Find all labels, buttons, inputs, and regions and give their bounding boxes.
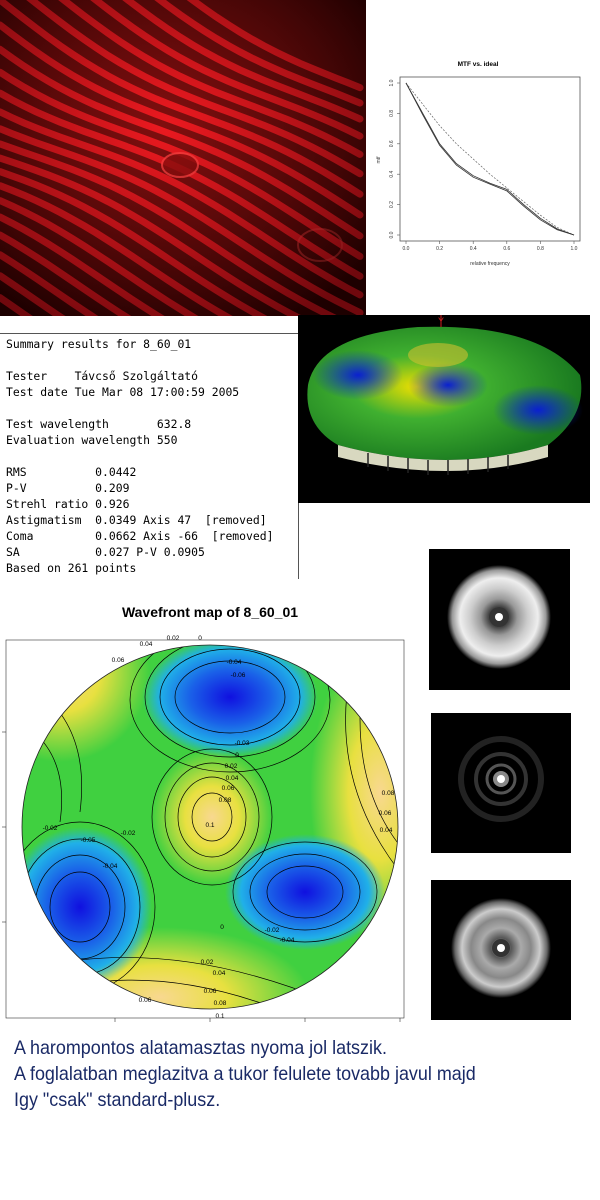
mtf-measured-line: [405, 82, 575, 236]
summary-line: [6, 448, 298, 464]
star-test-image-1: [429, 549, 570, 690]
contour-label: -0.06: [231, 672, 246, 679]
mtf-ideal-line: [405, 82, 575, 236]
mtf-xlabel: relative frequency: [470, 261, 510, 267]
contour-label: 0.06: [379, 810, 392, 817]
mtf-ylabel: mtf: [376, 156, 382, 164]
surface-3d-view: Y: [298, 315, 590, 503]
summary-line: Evaluation wavelength 550: [6, 433, 178, 447]
summary-line: Tester Távcső Szolgáltató: [6, 369, 199, 383]
summary-line: Test wavelength 632.8: [6, 417, 192, 431]
mtf-ytick-label: 0.4: [389, 171, 395, 178]
contour-label: 0.08: [214, 1000, 227, 1007]
summary-line: Based on 261 points: [6, 561, 137, 575]
summary-line: Astigmatism 0.0349 Axis 47 [removed]: [6, 513, 267, 527]
mtf-xtick-label: 0.8: [537, 246, 544, 252]
mtf-chart-panel: MTF vs. ideal 0.0 0.2 0.4 0.6 0.8 1.0 0.0 0.2 0…: [366, 0, 600, 316]
contour-label: 0: [220, 924, 224, 931]
contour-label: -0.04: [103, 863, 118, 870]
summary-line: [6, 352, 298, 368]
contour-label: 0.08: [382, 790, 395, 797]
summary-line: Strehl ratio 0.926: [6, 497, 130, 511]
mtf-frame: [399, 76, 581, 242]
contour-label: 0.06: [139, 997, 152, 1004]
mtf-xtick-label: 1.0: [571, 246, 578, 252]
mtf-xtick-label: 0.0: [403, 246, 410, 252]
mtf-ytick-label: 0.0: [389, 231, 395, 238]
contour-label: 0.04: [380, 827, 393, 834]
caption-text: A harompontos alatamasztas nyoma jol lat…: [14, 1035, 553, 1113]
contour-label: -0.04: [280, 937, 295, 944]
contour-label: 0.02: [167, 635, 180, 642]
wavefront-map: 0.06 0.04 0.02 0 -0.04 -0.06 -0.03 0 0.02 0.04 0.0…: [0, 632, 410, 1027]
interferogram-fringes: [0, 0, 366, 316]
surface-3d-image: Y: [298, 315, 590, 503]
diffraction-airy-focus: [458, 736, 544, 822]
summary-results: Summary results for 8_60_01 Tester Távcső…: [0, 333, 299, 579]
summary-line: RMS 0.0442: [6, 465, 137, 479]
summary-line: [6, 400, 298, 416]
wavefront-title: Wavefront map of 8_60_01: [121, 604, 299, 620]
mtf-measured-line: [405, 82, 575, 236]
mtf-ytick-label: 0.6: [389, 140, 395, 147]
surface-axis-label: Y: [438, 316, 444, 326]
interferogram-image: [0, 0, 366, 316]
contour-label: 0.02: [225, 763, 238, 770]
mtf-xtick-label: 0.6: [503, 246, 510, 252]
contour-label: 0.04: [140, 641, 153, 648]
contour-label: 0.04: [226, 775, 239, 782]
summary-line: Coma 0.0662 Axis -66 [removed]: [6, 529, 274, 543]
summary-line: Summary results for 8_60_01: [6, 337, 192, 351]
diffraction-rings-extrafocal: [451, 898, 551, 998]
contour-label: 0.06: [112, 657, 125, 664]
contour-label: 0.06: [204, 988, 217, 995]
summary-line: P-V 0.209: [6, 481, 130, 495]
contour-label: 0.04: [213, 970, 226, 977]
caption-line-1: A harompontos alatamasztas nyoma jol lat…: [14, 1037, 387, 1059]
contour-label: 0: [235, 752, 239, 759]
contour-label: 0.1: [215, 1013, 224, 1020]
diffraction-rings-intrafocal: [447, 565, 551, 669]
mtf-xtick-label: 0.4: [470, 246, 477, 252]
contour-label: -0.02: [43, 825, 58, 832]
mtf-ytick-label: 0.2: [389, 201, 395, 208]
summary-line: Test date Tue Mar 08 17:00:59 2005: [6, 385, 240, 399]
summary-text: Summary results for 8_60_01 Tester Távcső…: [0, 334, 298, 576]
wavefront-contour-plot: 0.06 0.04 0.02 0 -0.04 -0.06 -0.03 0 0.02 0.04 0.0…: [2, 635, 405, 1022]
mtf-ytick-label: 1.0: [389, 79, 395, 86]
contour-label: -0.05: [81, 837, 96, 844]
contour-label: 0: [198, 635, 202, 642]
caption-line-2: A foglalatban meglazitva a tukor felulet…: [14, 1063, 476, 1085]
mtf-xtick-label: 0.2: [436, 246, 443, 252]
star-test-image-2: [431, 713, 571, 853]
mtf-chart: MTF vs. ideal 0.0 0.2 0.4 0.6 0.8 1.0 0.0 0.2 0…: [367, 55, 589, 315]
mtf-title: MTF vs. ideal: [458, 61, 499, 68]
contour-label: -0.02: [121, 830, 136, 837]
contour-label: -0.02: [265, 927, 280, 934]
contour-label: 0.1: [205, 822, 214, 829]
caption-line-3: Igy "csak" standard-plusz.: [14, 1089, 221, 1111]
contour-label: 0.06: [222, 785, 235, 792]
summary-line: SA 0.027 P-V 0.0905: [6, 545, 205, 559]
contour-label: 0.08: [219, 797, 232, 804]
contour-label: -0.04: [227, 659, 242, 666]
contour-label: 0.02: [201, 959, 214, 966]
star-test-image-3: [431, 880, 571, 1020]
contour-label: -0.03: [235, 740, 250, 747]
mtf-ytick-label: 0.8: [389, 110, 395, 117]
